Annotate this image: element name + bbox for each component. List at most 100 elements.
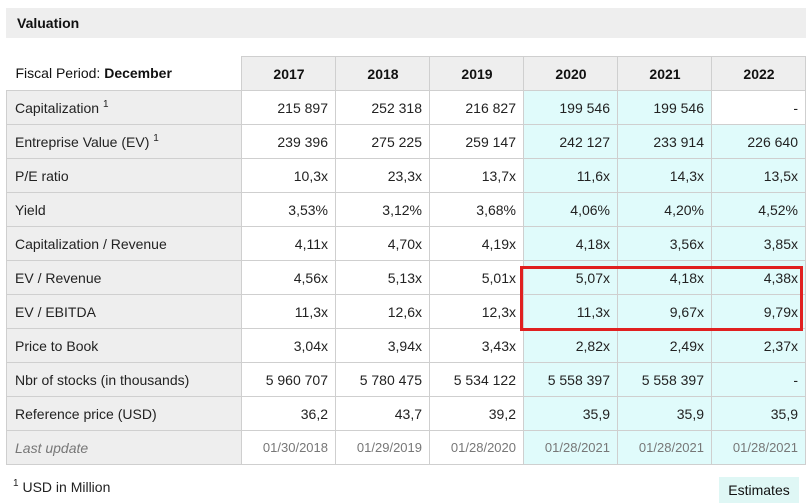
value-cell: 01/28/2021	[617, 430, 712, 465]
row-label: Price to Book	[6, 328, 242, 363]
year-header: 2022	[711, 56, 806, 91]
fiscal-period: Fiscal Period: December	[6, 56, 242, 91]
table-row: Last update 01/30/2018 01/29/2019 01/28/202…	[6, 430, 806, 465]
estimates-badge: Estimates	[719, 477, 799, 503]
value-cell: 2,37x	[711, 328, 806, 363]
value-cell: 4,38x	[711, 260, 806, 295]
value-cell: 3,56x	[617, 226, 712, 261]
value-cell: 233 914	[617, 124, 712, 159]
value-cell: 35,9	[711, 396, 806, 431]
value-cell: 01/29/2019	[335, 430, 430, 465]
valuation-table: Fiscal Period: December 2017 2018 2019 2…	[6, 56, 806, 465]
value-cell: 2,49x	[617, 328, 712, 363]
value-cell: 2,82x	[523, 328, 618, 363]
row-label: Reference price (USD)	[6, 396, 242, 431]
row-label: Yield	[6, 192, 242, 227]
value-cell: 13,7x	[429, 158, 524, 193]
row-label: EV / EBITDA	[6, 294, 242, 329]
value-cell: 259 147	[429, 124, 524, 159]
value-cell: 4,18x	[617, 260, 712, 295]
table-row: Yield 3,53% 3,12% 3,68% 4,06% 4,20% 4,52%	[6, 192, 806, 227]
year-header: 2021	[617, 56, 712, 91]
value-cell: 3,53%	[241, 192, 336, 227]
table-row: Entreprise Value (EV) 1 239 396 275 225 259…	[6, 124, 806, 159]
section-header: Valuation	[6, 8, 806, 38]
value-cell: 43,7	[335, 396, 430, 431]
table-row: Capitalization / Revenue 4,11x 4,70x 4,19x 4…	[6, 226, 806, 261]
table-row: Reference price (USD) 36,2 43,7 39,2 35,9 35,…	[6, 396, 806, 431]
row-label: P/E ratio	[6, 158, 242, 193]
section-title: Valuation	[17, 15, 80, 31]
value-cell: 4,11x	[241, 226, 336, 261]
value-cell: 4,20%	[617, 192, 712, 227]
value-cell: 3,68%	[429, 192, 524, 227]
value-cell: 4,19x	[429, 226, 524, 261]
year-header: 2018	[335, 56, 430, 91]
table-row: EV / EBITDA 11,3x 12,6x 12,3x 11,3x 9,67x 9,79…	[6, 294, 806, 329]
value-cell: 13,5x	[711, 158, 806, 193]
value-cell: 3,43x	[429, 328, 524, 363]
value-cell: 5 534 122	[429, 362, 524, 397]
year-header: 2020	[523, 56, 618, 91]
value-cell: 5 960 707	[241, 362, 336, 397]
value-cell: -	[711, 90, 806, 125]
value-cell: 12,6x	[335, 294, 430, 329]
value-cell: 199 546	[617, 90, 712, 125]
value-cell: 5,13x	[335, 260, 430, 295]
value-cell: 11,3x	[241, 294, 336, 329]
value-cell: 01/30/2018	[241, 430, 336, 465]
value-cell: 12,3x	[429, 294, 524, 329]
value-cell: 35,9	[617, 396, 712, 431]
value-cell: 01/28/2020	[429, 430, 524, 465]
value-cell: 5 780 475	[335, 362, 430, 397]
value-cell: 4,06%	[523, 192, 618, 227]
value-cell: 01/28/2021	[711, 430, 806, 465]
value-cell: 275 225	[335, 124, 430, 159]
value-cell: 36,2	[241, 396, 336, 431]
value-cell: 242 127	[523, 124, 618, 159]
row-label: EV / Revenue	[6, 260, 242, 295]
value-cell: 11,3x	[523, 294, 618, 329]
value-cell: 11,6x	[523, 158, 618, 193]
value-cell: 216 827	[429, 90, 524, 125]
value-cell: 252 318	[335, 90, 430, 125]
value-cell: 39,2	[429, 396, 524, 431]
value-cell: 5,01x	[429, 260, 524, 295]
value-cell: 5 558 397	[523, 362, 618, 397]
table-row: Price to Book 3,04x 3,94x 3,43x 2,82x 2,49x 2,…	[6, 328, 806, 363]
value-cell: 9,67x	[617, 294, 712, 329]
value-cell: 3,12%	[335, 192, 430, 227]
row-label: Capitalization 1	[6, 90, 242, 125]
year-header: 2017	[241, 56, 336, 91]
value-cell: 4,70x	[335, 226, 430, 261]
value-cell: 4,56x	[241, 260, 336, 295]
table-row: P/E ratio 10,3x 23,3x 13,7x 11,6x 14,3x 13,5x	[6, 158, 806, 193]
value-cell: 23,3x	[335, 158, 430, 193]
value-cell: 14,3x	[617, 158, 712, 193]
value-cell: 226 640	[711, 124, 806, 159]
table-row: Nbr of stocks (in thousands) 5 960 707 5 7…	[6, 362, 806, 397]
footnote: 1 USD in Million	[13, 478, 111, 496]
value-cell: 5,07x	[523, 260, 618, 295]
value-cell: 215 897	[241, 90, 336, 125]
value-cell: 9,79x	[711, 294, 806, 329]
value-cell: -	[711, 362, 806, 397]
value-cell: 3,85x	[711, 226, 806, 261]
row-label: Capitalization / Revenue	[6, 226, 242, 261]
value-cell: 4,18x	[523, 226, 618, 261]
value-cell: 199 546	[523, 90, 618, 125]
table-header-row: Fiscal Period: December 2017 2018 2019 2…	[6, 56, 806, 91]
value-cell: 3,04x	[241, 328, 336, 363]
year-header: 2019	[429, 56, 524, 91]
row-label: Nbr of stocks (in thousands)	[6, 362, 242, 397]
value-cell: 3,94x	[335, 328, 430, 363]
value-cell: 4,52%	[711, 192, 806, 227]
value-cell: 35,9	[523, 396, 618, 431]
row-label: Last update	[6, 430, 242, 465]
table-row: Capitalization 1 215 897 252 318 216 827 199…	[6, 90, 806, 125]
table-row: EV / Revenue 4,56x 5,13x 5,01x 5,07x 4,18x 4,3…	[6, 260, 806, 295]
value-cell: 01/28/2021	[523, 430, 618, 465]
value-cell: 10,3x	[241, 158, 336, 193]
row-label: Entreprise Value (EV) 1	[6, 124, 242, 159]
value-cell: 239 396	[241, 124, 336, 159]
